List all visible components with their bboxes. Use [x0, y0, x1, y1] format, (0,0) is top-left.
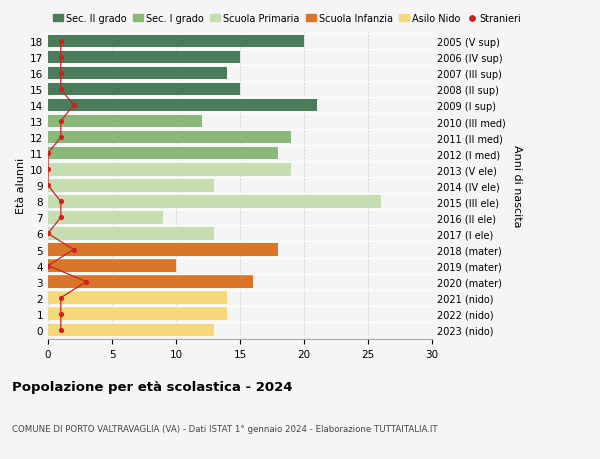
Point — [56, 70, 65, 78]
Point — [56, 118, 65, 125]
Bar — [48, 308, 227, 320]
Bar — [48, 244, 278, 256]
Bar — [48, 276, 253, 288]
Bar — [48, 196, 381, 208]
Legend: Sec. II grado, Sec. I grado, Scuola Primaria, Scuola Infanzia, Asilo Nido, Stran: Sec. II grado, Sec. I grado, Scuola Prim… — [53, 14, 521, 24]
Bar — [48, 324, 214, 336]
Point — [43, 182, 53, 190]
Bar — [48, 212, 163, 224]
Bar — [48, 84, 240, 96]
Point — [56, 134, 65, 141]
Point — [56, 310, 65, 318]
Bar — [48, 132, 291, 144]
Text: COMUNE DI PORTO VALTRAVAGLIA (VA) - Dati ISTAT 1° gennaio 2024 - Elaborazione TU: COMUNE DI PORTO VALTRAVAGLIA (VA) - Dati… — [12, 425, 437, 433]
Text: Popolazione per età scolastica - 2024: Popolazione per età scolastica - 2024 — [12, 380, 293, 393]
Point — [56, 38, 65, 45]
Bar — [48, 228, 214, 240]
Point — [43, 262, 53, 269]
Y-axis label: Anni di nascita: Anni di nascita — [512, 145, 522, 227]
Bar — [48, 179, 214, 192]
Point — [56, 86, 65, 94]
Bar — [48, 51, 240, 64]
Point — [43, 230, 53, 238]
Point — [69, 102, 79, 110]
Point — [56, 326, 65, 334]
Point — [43, 166, 53, 174]
Point — [69, 246, 79, 254]
Point — [56, 198, 65, 206]
Bar — [48, 260, 176, 272]
Bar — [48, 116, 202, 128]
Point — [56, 294, 65, 302]
Bar — [48, 67, 227, 80]
Point — [43, 150, 53, 157]
Point — [56, 54, 65, 62]
Bar — [48, 292, 227, 304]
Point — [56, 214, 65, 222]
Bar — [48, 163, 291, 176]
Bar — [48, 35, 304, 48]
Bar — [48, 100, 317, 112]
Y-axis label: Età alunni: Età alunni — [16, 158, 26, 214]
Bar — [48, 148, 278, 160]
Point — [82, 278, 91, 285]
